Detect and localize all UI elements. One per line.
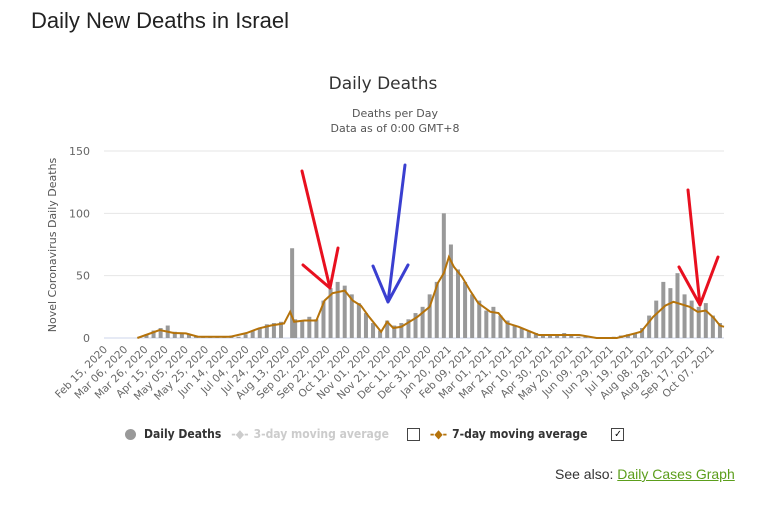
daily-deaths-bar bbox=[144, 334, 149, 338]
chart-subtitle-2: Data as of 0:00 GMT+8 bbox=[331, 122, 460, 135]
line-marker-icon: -◆- bbox=[231, 427, 249, 441]
daily-deaths-bar bbox=[647, 315, 652, 338]
daily-deaths-bar bbox=[363, 313, 368, 338]
daily-deaths-bar bbox=[470, 294, 475, 338]
daily-deaths-bar bbox=[661, 281, 666, 338]
daily-deaths-bar bbox=[455, 269, 460, 338]
daily-deaths-bar bbox=[682, 294, 687, 338]
page-title: Daily New Deaths in Israel bbox=[31, 8, 289, 33]
legend-3day-ma[interactable]: -◆- 3-day moving average bbox=[231, 427, 389, 441]
daily-deaths-bar bbox=[392, 325, 397, 338]
daily-deaths-bar bbox=[540, 334, 545, 338]
circle-icon bbox=[125, 428, 136, 440]
daily-cases-graph-link[interactable]: Daily Cases Graph bbox=[617, 466, 735, 482]
daily-deaths-bar bbox=[328, 288, 333, 338]
daily-deaths-bar bbox=[505, 320, 510, 338]
legend-label: 3-day moving average bbox=[253, 427, 389, 441]
daily-deaths-bar bbox=[271, 323, 276, 338]
daily-deaths-bar bbox=[654, 300, 659, 338]
daily-deaths-bar bbox=[583, 336, 588, 338]
y-tick-label: 100 bbox=[69, 207, 90, 220]
daily-deaths-bar bbox=[519, 328, 524, 338]
daily-deaths-bar bbox=[307, 316, 312, 338]
daily-deaths-bar bbox=[576, 336, 581, 338]
daily-deaths-bar bbox=[179, 333, 184, 338]
daily-deaths-bar bbox=[335, 281, 340, 338]
ma3-checkbox[interactable] bbox=[406, 427, 420, 441]
annotation-arrows bbox=[300, 163, 720, 307]
daily-deaths-bar bbox=[413, 313, 418, 338]
daily-deaths-bar bbox=[512, 325, 517, 338]
daily-deaths-bar bbox=[172, 331, 177, 338]
y-tick-label: 150 bbox=[69, 145, 90, 158]
daily-deaths-bar bbox=[314, 319, 319, 338]
chart-title: Daily Deaths bbox=[329, 74, 438, 94]
see-also: See also: Daily Cases Graph bbox=[555, 466, 735, 482]
daily-deaths-bar bbox=[293, 319, 298, 338]
daily-deaths-bar bbox=[399, 323, 404, 338]
daily-deaths-bar bbox=[434, 281, 439, 338]
legend-daily-deaths[interactable]: Daily Deaths bbox=[125, 427, 221, 441]
daily-deaths-bar bbox=[371, 323, 376, 338]
legend-label: Daily Deaths bbox=[144, 427, 222, 441]
daily-deaths-bar bbox=[703, 303, 708, 338]
daily-deaths-bar bbox=[427, 294, 432, 338]
daily-deaths-bar bbox=[569, 335, 574, 338]
daily-deaths-bar bbox=[640, 328, 645, 338]
chart-subtitle-1: Deaths per Day bbox=[352, 107, 438, 120]
legend-label: 7-day moving average bbox=[452, 427, 588, 441]
daily-deaths-bar bbox=[321, 300, 326, 338]
daily-deaths-bar bbox=[498, 315, 503, 338]
daily-deaths-bar bbox=[632, 333, 637, 338]
daily-deaths-bar bbox=[675, 273, 680, 338]
legend-7day-ma[interactable]: -◆- 7-day moving average bbox=[430, 427, 588, 441]
daily-deaths-bar bbox=[378, 330, 383, 338]
daily-deaths-chart: Daily Deaths Deaths per Day Data as of 0… bbox=[46, 74, 725, 403]
daily-deaths-bar bbox=[243, 334, 248, 338]
daily-deaths-bar bbox=[484, 310, 489, 338]
daily-deaths-bar bbox=[696, 306, 701, 338]
chart-legend: Daily Deaths -◆- 3-day moving average -◆-… bbox=[125, 427, 634, 441]
daily-deaths-bar bbox=[278, 321, 283, 338]
daily-deaths-bar bbox=[385, 320, 390, 338]
daily-deaths-bar bbox=[463, 281, 468, 338]
daily-deaths-bar bbox=[151, 330, 156, 338]
daily-deaths-bar bbox=[448, 244, 453, 338]
daily-deaths-bar bbox=[491, 306, 496, 338]
daily-deaths-bar bbox=[356, 303, 361, 338]
daily-deaths-bar bbox=[236, 336, 241, 338]
daily-deaths-bar bbox=[548, 334, 553, 338]
daily-deaths-bar bbox=[717, 323, 722, 338]
ma7-line bbox=[137, 254, 725, 339]
daily-deaths-bar bbox=[264, 324, 269, 338]
daily-deaths-bar bbox=[290, 248, 295, 338]
daily-deaths-bar bbox=[441, 213, 446, 338]
red-arrow-1 bbox=[300, 169, 340, 290]
daily-deaths-bar bbox=[526, 330, 531, 338]
daily-deaths-bar bbox=[689, 300, 694, 338]
daily-deaths-bar bbox=[250, 330, 255, 338]
daily-deaths-bar bbox=[668, 288, 673, 338]
red-arrow-2 bbox=[677, 188, 720, 307]
daily-deaths-bar bbox=[420, 306, 425, 338]
ma7-checkbox[interactable]: ✓ bbox=[611, 427, 625, 441]
daily-deaths-bar bbox=[300, 320, 305, 338]
daily-deaths-bar bbox=[257, 328, 262, 338]
daily-deaths-bar bbox=[477, 300, 482, 338]
daily-deaths-bar bbox=[349, 294, 354, 338]
y-axis-label: Novel Coronavirus Daily Deaths bbox=[46, 157, 59, 332]
y-tick-label: 0 bbox=[83, 332, 90, 345]
y-tick-label: 50 bbox=[76, 270, 90, 283]
daily-deaths-bar bbox=[406, 319, 411, 338]
daily-deaths-bar bbox=[342, 285, 347, 338]
daily-deaths-bar bbox=[533, 333, 538, 338]
line-marker-icon: -◆- bbox=[429, 427, 448, 441]
daily-deaths-bar bbox=[186, 334, 191, 338]
daily-deaths-bar bbox=[710, 315, 715, 338]
see-also-label: See also: bbox=[555, 466, 614, 482]
daily-deaths-bar bbox=[158, 328, 163, 338]
blue-arrow bbox=[371, 163, 410, 304]
daily-deaths-bar bbox=[555, 335, 560, 338]
